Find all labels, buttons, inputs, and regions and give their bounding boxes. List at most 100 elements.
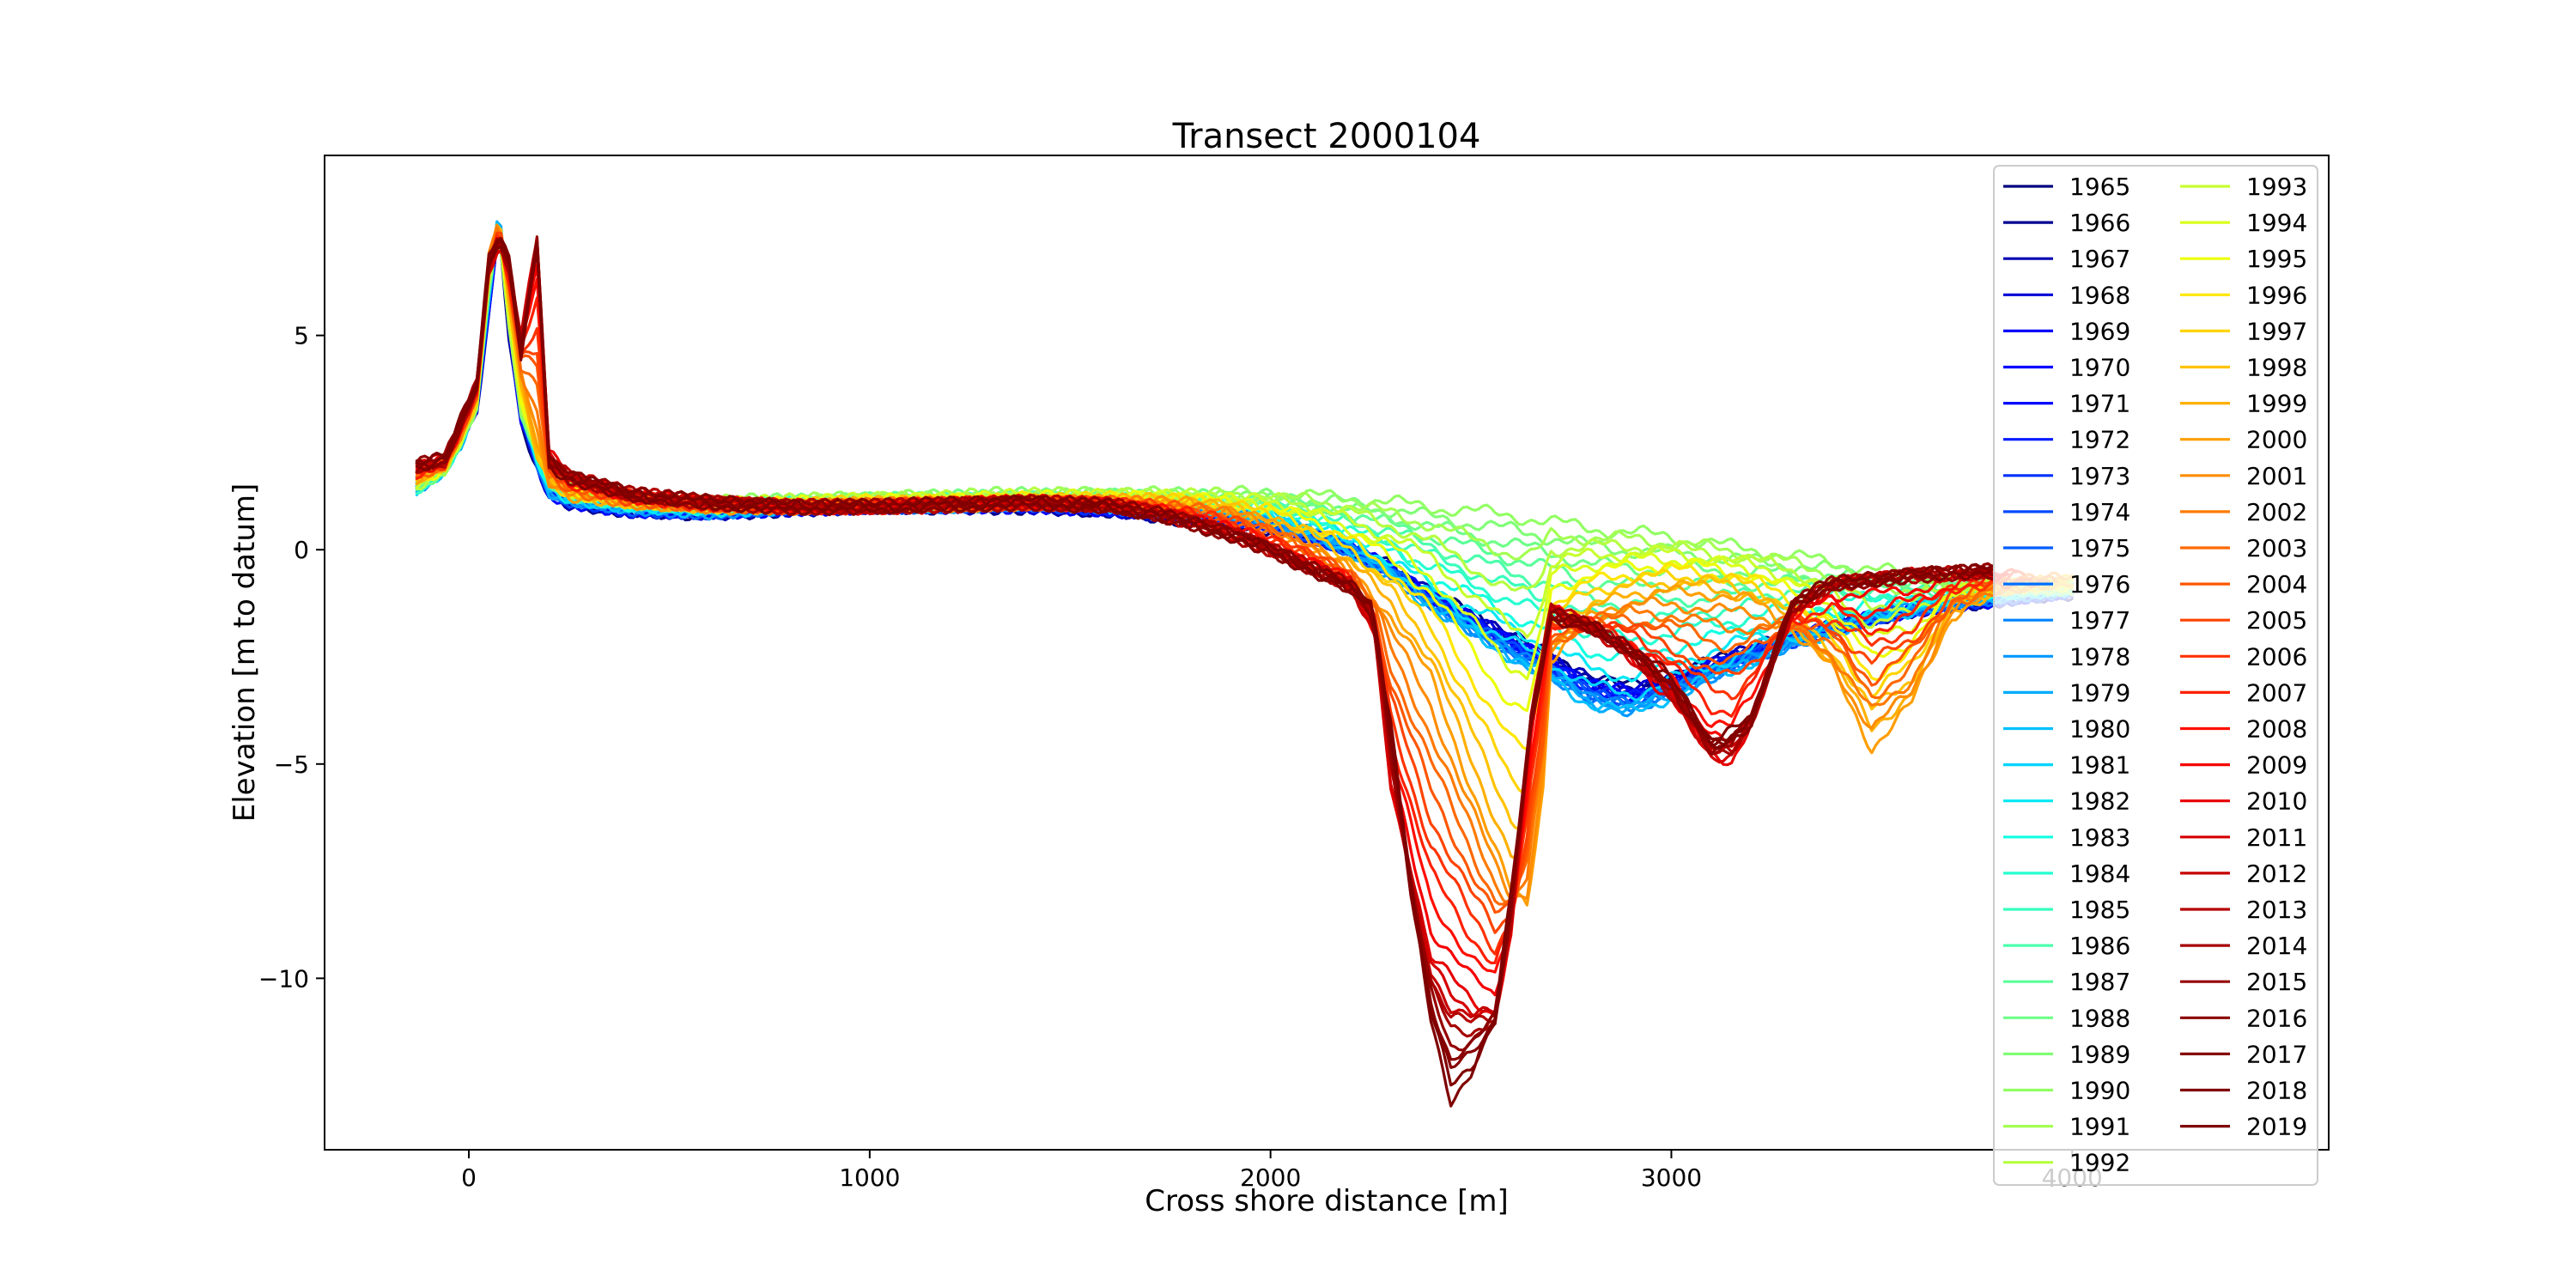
- legend-label: 1968: [2069, 281, 2130, 309]
- legend-item-1987: 1987: [2003, 968, 2130, 996]
- series-line-1985: [415, 234, 2074, 631]
- legend-label: 1976: [2069, 570, 2130, 598]
- legend-label: 2016: [2246, 1004, 2307, 1032]
- legend-item-1969: 1969: [2003, 317, 2130, 345]
- legend-item-2017: 2017: [2180, 1040, 2307, 1068]
- legend-label: 1989: [2069, 1040, 2130, 1068]
- legend-label: 1987: [2069, 968, 2130, 996]
- legend-item-2018: 2018: [2180, 1077, 2307, 1105]
- legend-label: 2006: [2246, 642, 2307, 671]
- series-group: [415, 220, 2074, 1108]
- legend-label: 1994: [2246, 209, 2307, 237]
- legend-item-1998: 1998: [2180, 354, 2307, 382]
- legend-label: 1983: [2069, 823, 2130, 852]
- legend-item-1966: 1966: [2003, 209, 2130, 237]
- legend-label: 1979: [2069, 678, 2130, 707]
- legend-item-2019: 2019: [2180, 1113, 2307, 1141]
- legend-label: 1972: [2069, 426, 2130, 454]
- series-line-2017: [415, 241, 1994, 1069]
- legend-label: 1981: [2069, 751, 2130, 780]
- legend-item-2014: 2014: [2180, 932, 2307, 960]
- legend-label: 2000: [2246, 426, 2307, 454]
- x-tick-label: 3000: [1641, 1163, 1702, 1192]
- legend-label: 1998: [2246, 354, 2307, 382]
- legend-label: 1993: [2246, 173, 2307, 201]
- legend-item-1981: 1981: [2003, 751, 2130, 780]
- plot-frame: [324, 155, 2330, 1151]
- legend-item-1984: 1984: [2003, 860, 2130, 888]
- legend-label: 2008: [2246, 715, 2307, 744]
- legend-label: 1973: [2069, 462, 2130, 490]
- series-line-2000: [415, 228, 2074, 907]
- legend-item-1971: 1971: [2003, 390, 2130, 418]
- legend-item-1977: 1977: [2003, 606, 2130, 635]
- legend-item-1979: 1979: [2003, 678, 2130, 707]
- legend-item-2011: 2011: [2180, 823, 2307, 852]
- series-line-2001: [415, 223, 2066, 902]
- legend-label: 2010: [2246, 787, 2307, 816]
- legend-label: 1978: [2069, 642, 2130, 671]
- legend-label: 2013: [2246, 896, 2307, 924]
- legend-item-1973: 1973: [2003, 462, 2130, 490]
- legend-item-1967: 1967: [2003, 245, 2130, 273]
- y-tick-label: −10: [258, 964, 309, 993]
- series-line-2003: [415, 238, 2050, 906]
- legend-label: 2003: [2246, 534, 2307, 562]
- legend-label: 1965: [2069, 173, 2130, 201]
- legend-item-1970: 1970: [2003, 354, 2130, 382]
- legend-label: 2018: [2246, 1077, 2307, 1105]
- legend-label: 1969: [2069, 317, 2130, 345]
- legend-label: 1984: [2069, 860, 2130, 888]
- legend-item-2016: 2016: [2180, 1004, 2307, 1032]
- legend-item-2010: 2010: [2180, 787, 2307, 816]
- x-tick-label: 1000: [839, 1163, 900, 1192]
- legend-label: 2019: [2246, 1113, 2307, 1141]
- x-axis-title: Cross shore distance [m]: [1145, 1184, 1509, 1218]
- legend-item-2000: 2000: [2180, 426, 2307, 454]
- legend-item-1993: 1993: [2180, 173, 2307, 201]
- legend-item-1975: 1975: [2003, 534, 2130, 562]
- series-line-2006: [415, 234, 2026, 956]
- legend-item-2008: 2008: [2180, 715, 2307, 744]
- legend-item-1986: 1986: [2003, 932, 2130, 960]
- legend-item-1992: 1992: [2003, 1149, 2130, 1177]
- x-tick-label: 0: [461, 1163, 477, 1192]
- legend-item-2003: 2003: [2180, 534, 2307, 562]
- legend-label: 2011: [2246, 823, 2307, 852]
- legend-label: 2015: [2246, 968, 2307, 996]
- chart-title: Transect 2000104: [1172, 117, 1481, 156]
- series-line-2002: [415, 227, 2058, 906]
- legend-item-2009: 2009: [2180, 751, 2307, 780]
- series-line-1986: [415, 229, 2074, 611]
- legend-item-2007: 2007: [2180, 678, 2307, 707]
- legend-label: 2002: [2246, 498, 2307, 526]
- legend-item-1980: 1980: [2003, 715, 2130, 744]
- legend-label: 1988: [2069, 1004, 2130, 1032]
- legend-item-1988: 1988: [2003, 1004, 2130, 1032]
- legend-label: 1999: [2246, 390, 2307, 418]
- legend-label: 1992: [2069, 1149, 2130, 1177]
- x-tick-label: 2000: [1240, 1163, 1301, 1192]
- legend-item-1991: 1991: [2003, 1113, 2130, 1141]
- legend-label: 1990: [2069, 1077, 2130, 1105]
- legend-label: 1977: [2069, 606, 2130, 635]
- legend-label: 1966: [2069, 209, 2130, 237]
- legend-box: [1993, 165, 2318, 1186]
- legend-item-1983: 1983: [2003, 823, 2130, 852]
- legend-label: 1997: [2246, 317, 2307, 345]
- legend-label: 1986: [2069, 932, 2130, 960]
- legend-item-1997: 1997: [2180, 317, 2307, 345]
- legend-label: 1974: [2069, 498, 2130, 526]
- legend-label: 1980: [2069, 715, 2130, 744]
- legend-label: 1991: [2069, 1113, 2130, 1141]
- legend-item-2004: 2004: [2180, 570, 2307, 598]
- legend-item-1974: 1974: [2003, 498, 2130, 526]
- legend: 1965 1966 1967 1968 1969 1970 1971 1972 1973 1974…: [1993, 165, 2318, 1186]
- y-tick-label: −5: [274, 750, 309, 779]
- y-tick-label: 0: [294, 536, 309, 564]
- series-line-1965: [415, 233, 2074, 689]
- legend-label: 1967: [2069, 245, 2130, 273]
- legend-label: 2014: [2246, 932, 2307, 960]
- legend-item-2012: 2012: [2180, 860, 2307, 888]
